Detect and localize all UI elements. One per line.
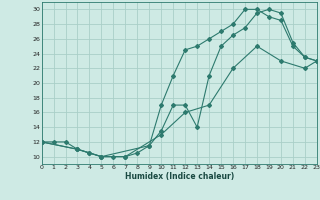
X-axis label: Humidex (Indice chaleur): Humidex (Indice chaleur) bbox=[124, 172, 234, 181]
